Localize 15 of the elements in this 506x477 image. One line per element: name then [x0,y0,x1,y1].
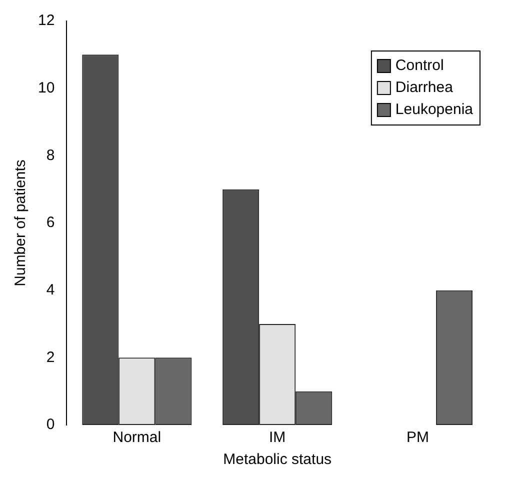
x-axis-title: Metabolic status [223,451,332,468]
y-tick-label: 0 [46,416,55,434]
y-tick-label: 10 [38,79,55,96]
x-tick-label: Normal [112,429,162,446]
y-tick-label: 6 [46,214,55,232]
y-tick-label: 4 [46,281,55,298]
legend-label: Control [395,57,444,74]
x-tick-label: IM [269,429,286,446]
x-tick-label: PM [406,429,430,446]
y-tick-label: 12 [38,12,55,30]
legend-label: Leukopenia [395,101,474,118]
y-axis-title: Number of patients [12,160,30,286]
y-tick-label: 2 [46,348,55,366]
legend-label: Diarrhea [395,79,454,96]
y-tick-label: 8 [46,146,55,164]
